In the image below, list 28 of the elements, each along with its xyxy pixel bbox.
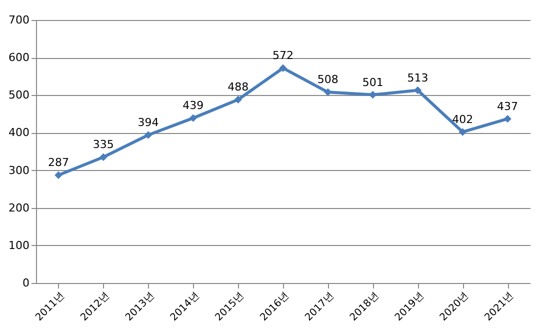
data-label: 335 (92, 138, 114, 152)
y-tick-label: 0 (22, 276, 30, 290)
point (189, 114, 198, 122)
y-tick-label: 600 (8, 51, 30, 64)
y-tick-label: 500 (8, 88, 30, 102)
data-label: 508 (317, 73, 338, 86)
data-label: 572 (272, 49, 294, 62)
y-tick-label: 400 (8, 126, 30, 140)
data-label: 437 (497, 100, 518, 113)
data-label: 287 (48, 156, 69, 170)
data-label: 513 (407, 71, 428, 84)
data-label: 501 (362, 76, 384, 89)
point (324, 88, 332, 96)
point (504, 114, 512, 123)
point (99, 153, 108, 162)
point (144, 131, 152, 139)
y-tick-label: 200 (8, 201, 30, 214)
point (54, 171, 62, 180)
data-label: 439 (182, 99, 204, 112)
point (279, 64, 287, 72)
y-tick-label: 700 (8, 14, 30, 26)
y-tick-label: 100 (8, 238, 30, 252)
y-tick-label: 300 (8, 164, 30, 177)
data-label: 402 (452, 112, 474, 126)
point (458, 128, 467, 136)
data-label: 394 (138, 116, 159, 129)
point (234, 96, 242, 104)
data-label: 488 (228, 80, 249, 94)
